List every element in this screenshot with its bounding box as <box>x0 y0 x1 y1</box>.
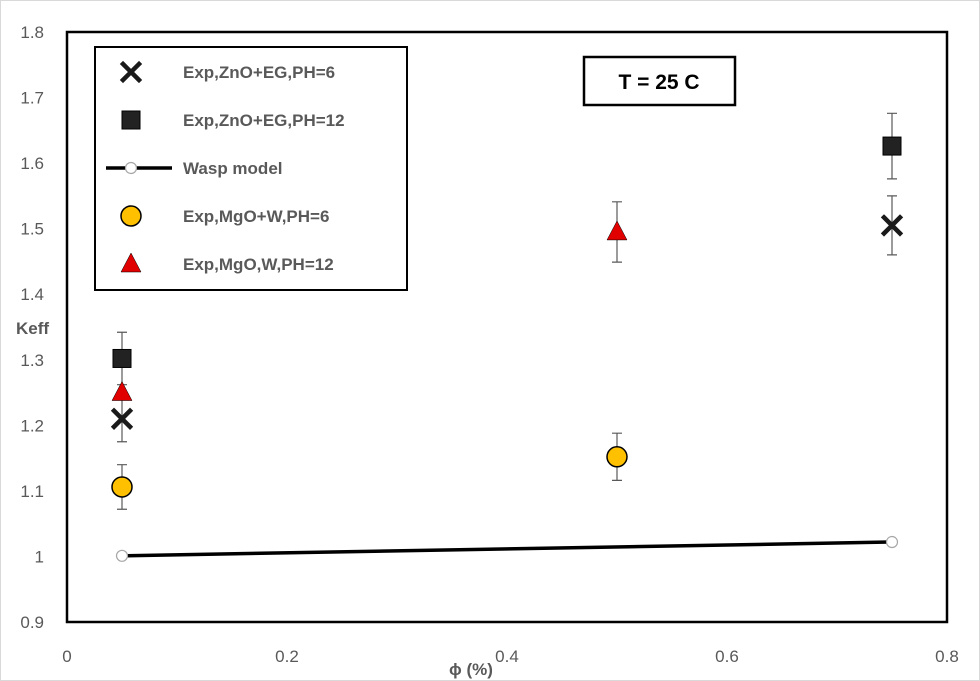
legend: Exp,ZnO+EG,PH=6 Exp,ZnO+EG,PH=12 Wasp mode… <box>94 46 408 291</box>
series-line <box>121 540 893 558</box>
temperature-annotation: T = 25 C <box>582 55 737 107</box>
series-0 <box>110 195 904 443</box>
plot-area-frame <box>65 30 949 624</box>
annotation-text: T = 25 C <box>618 71 699 94</box>
x-tick-label: 0.2 <box>275 647 299 666</box>
y-tick-label: 0.9 <box>20 613 44 632</box>
data-point <box>606 446 628 468</box>
legend-label: Exp,ZnO+EG,PH=6 <box>183 63 335 82</box>
series-layer <box>110 112 904 562</box>
y-tick-label: 1.6 <box>20 154 44 173</box>
legend-item: Exp,ZnO+EG,PH=6 <box>119 60 335 84</box>
axis-tick-labels: 0.9 1 1.1 1.2 1.3 1.4 1.5 1.6 1.7 1.8 0 0.2 0.4 0.6 0.… <box>20 23 958 666</box>
legend-item: Exp,MgO,W,PH=12 <box>120 252 334 274</box>
y-tick-label: 1.3 <box>20 351 44 370</box>
data-point <box>111 381 133 401</box>
x-axis-title: ϕ (%) <box>449 660 493 679</box>
series-1 <box>112 112 902 386</box>
y-tick-label: 1 <box>35 547 44 566</box>
data-point <box>112 348 132 368</box>
legend-label: Exp,MgO,W,PH=12 <box>183 255 334 274</box>
legend-label: Exp,ZnO+EG,PH=12 <box>183 111 345 130</box>
legend-label: Wasp model <box>183 159 283 178</box>
legend-marker <box>120 205 142 227</box>
legend-marker <box>121 110 141 130</box>
legend-marker <box>124 161 138 175</box>
y-tick-label: 1.2 <box>20 416 44 435</box>
data-point <box>606 220 628 241</box>
x-tick-label: 0.6 <box>715 647 739 666</box>
x-tick-label: 0 <box>62 647 71 666</box>
x-tick-label: 0.4 <box>495 647 519 666</box>
legend-label: Exp,MgO+W,PH=6 <box>183 207 329 226</box>
y-tick-label: 1.4 <box>20 285 44 304</box>
y-tick-label: 1.1 <box>20 482 44 501</box>
y-tick-label: 1.8 <box>20 23 44 42</box>
data-point <box>111 476 133 498</box>
data-point <box>885 535 899 549</box>
data-point <box>880 214 904 237</box>
legend-marker <box>120 252 142 273</box>
legend-item: Wasp model <box>106 159 283 178</box>
annotation-box <box>582 55 737 107</box>
legend-item: Exp,MgO+W,PH=6 <box>120 205 329 227</box>
y-axis-title: Keff <box>16 319 49 338</box>
data-point <box>110 407 134 430</box>
series-2 <box>115 535 899 562</box>
legend-item: Exp,ZnO+EG,PH=12 <box>121 110 345 130</box>
legend-items: Exp,ZnO+EG,PH=6 Exp,ZnO+EG,PH=12 Wasp mode… <box>106 60 345 274</box>
data-point <box>115 549 129 562</box>
data-point <box>882 136 902 156</box>
y-tick-label: 1.7 <box>20 89 44 108</box>
x-tick-label: 0.8 <box>935 647 959 666</box>
legend-marker <box>119 60 143 84</box>
series-4 <box>111 201 628 401</box>
series-3 <box>111 432 628 510</box>
y-tick-label: 1.5 <box>20 220 44 239</box>
